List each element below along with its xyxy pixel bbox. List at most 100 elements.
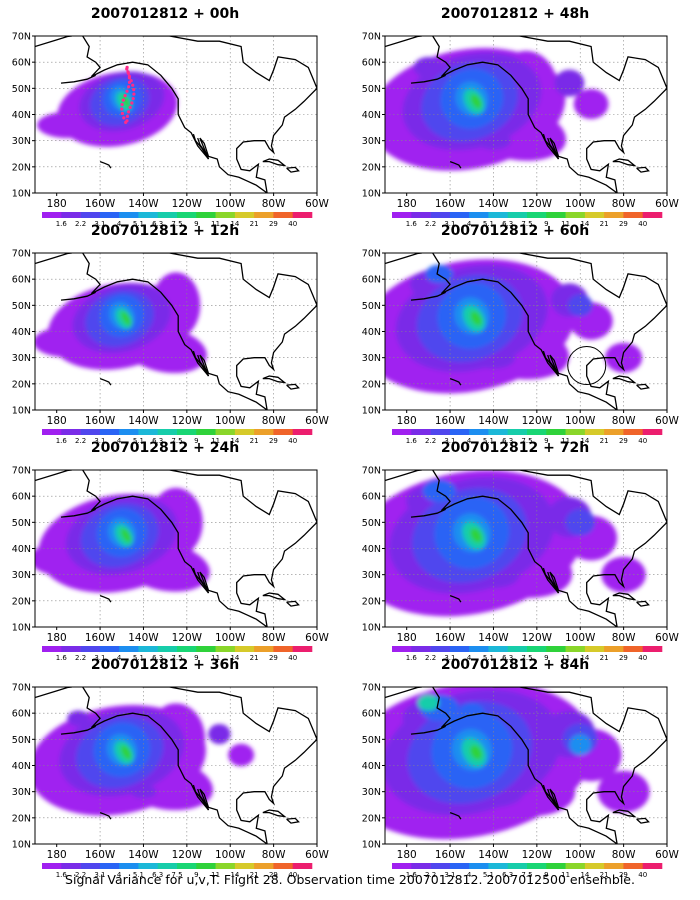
panel-title: 2007012812 + 48h (440, 6, 590, 22)
coastline (192, 133, 210, 160)
colorbar-swatch (546, 646, 566, 652)
colorbar-label: 29 (619, 871, 628, 879)
x-tick-label: 120W (172, 632, 203, 644)
y-tick-label: 30N (362, 787, 381, 798)
colorbar-swatch (254, 863, 274, 869)
coastline (99, 811, 112, 820)
colorbar: 1.6 2.2 3.1 4 5.1 6.3 7.5 9 11 14 21 29 40 (42, 646, 313, 662)
colorbar-label: 40 (288, 871, 297, 879)
colorbar-swatch (527, 646, 547, 652)
colorbar-swatch (138, 429, 158, 435)
colorbar-swatch (565, 429, 586, 435)
y-tick-label: 60N (12, 709, 31, 720)
colorbar-swatch (449, 429, 470, 435)
colorbar-swatch (273, 212, 293, 218)
colorbar-label: 4 (117, 871, 122, 879)
y-tick-label: 40N (12, 110, 31, 121)
colorbar-swatch (234, 646, 255, 652)
x-tick-label: 160W (435, 849, 466, 861)
colorbar-swatch (177, 646, 197, 652)
colorbar-label: 9 (544, 437, 548, 445)
colorbar-label: 3.1 (94, 437, 105, 445)
dropsonde-point (120, 111, 124, 116)
variance-field (385, 687, 650, 840)
colorbar: 1.6 2.2 3.1 4 5.1 6.3 7.5 9 11 14 21 29 40 (392, 646, 663, 662)
colorbar-swatch (157, 429, 178, 435)
colorbar-swatch (584, 429, 605, 435)
colorbar-label: 9 (544, 220, 548, 228)
colorbar-swatch (196, 646, 216, 652)
colorbar-swatch (177, 863, 197, 869)
colorbar-label: 9 (194, 220, 198, 228)
colorbar-label: 11 (561, 871, 570, 879)
colorbar-label: 6.3 (502, 220, 513, 228)
colorbar-label: 4 (467, 220, 472, 228)
coastline (542, 567, 560, 594)
variance-contour (67, 710, 90, 727)
colorbar-swatch (430, 212, 451, 218)
x-tick-label: 140W (128, 415, 159, 427)
y-tick-label: 70N (362, 466, 381, 477)
colorbar-label: 14 (230, 220, 239, 228)
colorbar-label: 40 (638, 654, 647, 662)
colorbar-swatch (507, 429, 528, 435)
map-plot: 180 160W 140W 120W 100W 80W 60W 10N 20N 30N 40N 50N… (12, 32, 330, 229)
flight-track (120, 65, 136, 124)
map-panel-24h: 2007012812 + 24h 180 160W 140W 120W 100W 80W 60… (0, 440, 330, 662)
coastline (286, 600, 300, 607)
map-panel-72h: 2007012812 + 72h 180 160W 140W 120W 100W 80W 60… (350, 440, 680, 662)
colorbar-label: 11 (211, 654, 220, 662)
colorbar-label: 4 (467, 654, 472, 662)
x-tick-label: 100W (565, 849, 596, 861)
coastlines (385, 253, 667, 410)
colorbar-label: 3.1 (94, 871, 105, 879)
colorbar-swatch (157, 863, 178, 869)
map-plot: 180 160W 140W 120W 100W 80W 60W 10N 20N 30N 40N 50N… (362, 466, 680, 663)
x-tick-label: 80W (612, 415, 636, 427)
graticule (35, 253, 317, 410)
colorbar-label: 40 (638, 871, 647, 879)
colorbar-swatch (565, 646, 586, 652)
x-tick-label: 100W (565, 632, 596, 644)
coastlines (35, 687, 317, 844)
dropsonde-point (127, 85, 131, 89)
colorbar-label: 2.2 (75, 871, 86, 879)
colorbar-label: 14 (230, 437, 239, 445)
colorbar-swatch (527, 863, 547, 869)
coastline (82, 36, 317, 193)
x-tick-label: 180 (397, 415, 417, 427)
dropsonde-point (126, 70, 130, 74)
x-tick-label: 60W (655, 198, 679, 210)
colorbar-label: 40 (288, 654, 297, 662)
colorbar-label: 6.3 (152, 654, 163, 662)
colorbar-label: 5.1 (133, 654, 144, 662)
graticule (385, 687, 667, 844)
colorbar-swatch (177, 212, 197, 218)
colorbar-swatch (138, 212, 158, 218)
colorbar-swatch (488, 429, 508, 435)
x-tick-label: 120W (172, 849, 203, 861)
colorbar-label: 29 (619, 220, 628, 228)
y-tick-label: 60N (362, 58, 381, 69)
colorbar-swatch (119, 212, 139, 218)
variance-contour (458, 702, 485, 724)
colorbar-label: 5.1 (483, 654, 494, 662)
colorbar-swatch (623, 863, 643, 869)
x-tick-label: 60W (305, 632, 329, 644)
colorbar-label: 2.2 (425, 654, 436, 662)
colorbar-label: 29 (619, 654, 628, 662)
x-tick-label: 80W (262, 415, 286, 427)
panel-title: 2007012812 + 00h (90, 6, 240, 22)
map-plot: 180 160W 140W 120W 100W 80W 60W 10N 20N 30N 40N 50N… (362, 683, 680, 880)
x-tick-label: 60W (305, 198, 329, 210)
dropsonde-point (131, 83, 135, 87)
variance-contour (228, 743, 255, 767)
colorbar-swatch (584, 212, 605, 218)
coastline (636, 166, 650, 173)
coastline (262, 809, 287, 818)
y-tick-label: 50N (362, 518, 381, 529)
colorbar: 1.6 2.2 3.1 4 5.1 6.3 7.5 9 11 14 21 29 40 (392, 212, 663, 228)
colorbar: 1.6 2.2 3.1 4 5.1 6.3 7.5 9 11 14 21 29 40 (392, 863, 663, 879)
colorbar-label: 21 (600, 654, 609, 662)
graticule (385, 36, 667, 193)
